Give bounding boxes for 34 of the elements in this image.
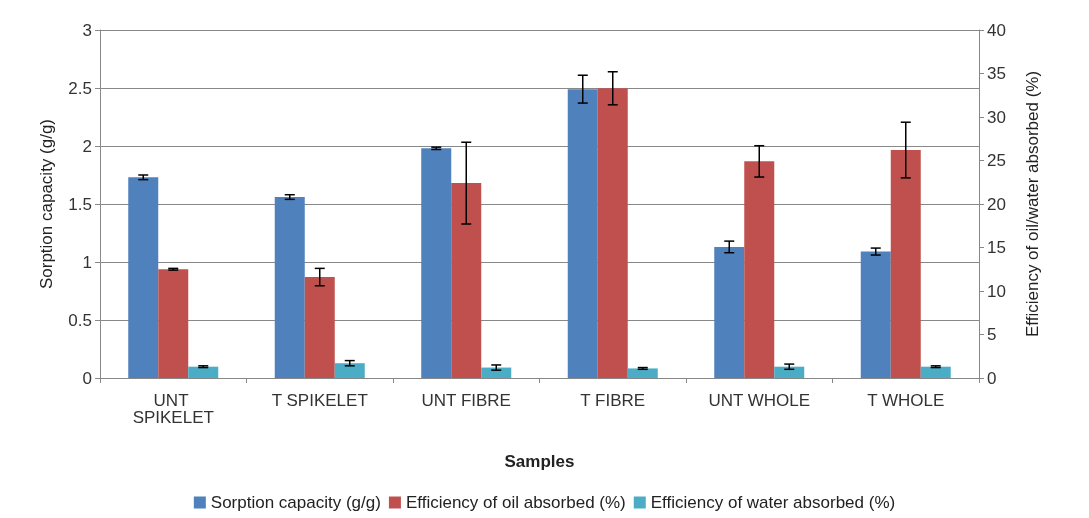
x-tick-label: T FIBRE xyxy=(580,391,646,410)
y-tick-label: 3 xyxy=(82,20,92,40)
bar xyxy=(774,366,805,378)
y-axis-title: Sorption capacity (g/g) xyxy=(37,118,56,290)
y2-tick-label: 10 xyxy=(987,281,1006,301)
y2-tick-label: 15 xyxy=(987,238,1006,257)
y2-tick-label: 20 xyxy=(987,194,1006,214)
y2-tick-label: 35 xyxy=(987,64,1006,83)
y2-tick-label: 30 xyxy=(987,107,1006,127)
legend-label: Sorption capacity (g/g) xyxy=(210,493,381,512)
x-axis-title: Samples xyxy=(504,452,575,471)
x-tick-label: UNT SPIKELET xyxy=(132,391,214,427)
y-tick-label: 1.5 xyxy=(68,194,92,214)
y2-tick-label: 5 xyxy=(987,325,997,344)
y2-tick-label: 40 xyxy=(987,20,1006,40)
y-tick-label: 2.5 xyxy=(68,78,92,98)
x-tick-label: T SPIKELET xyxy=(271,391,368,410)
bar xyxy=(334,363,365,378)
bar xyxy=(481,367,512,378)
x-tick-label: T WHOLE xyxy=(867,391,945,410)
y2-axis-title: Efficiency of oil/water absorbed (%) xyxy=(1023,70,1042,338)
y-tick-label: 0.5 xyxy=(68,310,92,330)
y-tick-label: 0 xyxy=(82,368,92,388)
y2-tick-label: 0 xyxy=(987,368,997,388)
x-tick-label: UNT FIBRE xyxy=(421,391,511,410)
x-tick-label: UNT WHOLE xyxy=(708,391,811,410)
y-tick-label: 2 xyxy=(82,136,92,156)
bar xyxy=(627,368,658,378)
legend-label: Efficiency of water absorbed (%) xyxy=(650,493,896,512)
y-tick-label: 1 xyxy=(82,252,92,272)
bar xyxy=(920,366,951,378)
bar xyxy=(188,366,219,378)
legend-label: Efficiency of oil absorbed (%) xyxy=(405,493,626,512)
y2-tick-label: 25 xyxy=(987,151,1006,170)
